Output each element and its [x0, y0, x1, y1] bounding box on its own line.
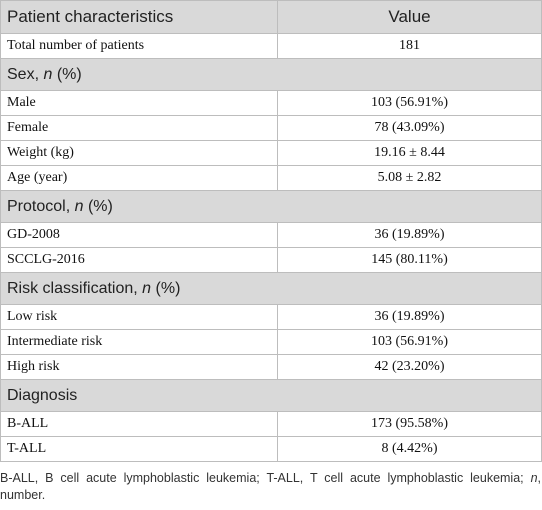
data-row: High risk 42 (23.20%): [0, 354, 542, 380]
value-cell: 36 (19.89%): [277, 222, 542, 248]
label-cell: Intermediate risk: [0, 329, 278, 355]
header-cell: Patient characteristics: [0, 0, 278, 34]
italic-text: n: [43, 65, 53, 83]
section-cell: Risk classification, n (%): [0, 272, 542, 305]
label-cell: Age (year): [0, 165, 278, 191]
data-row: Age (year) 5.08 ± 2.82: [0, 165, 542, 191]
label-cell: Low risk: [0, 304, 278, 330]
value-cell: 103 (56.91%): [277, 90, 542, 116]
italic-text: n: [74, 197, 84, 215]
label-cell: Female: [0, 115, 278, 141]
text: (%): [52, 65, 82, 83]
section-row: Diagnosis: [0, 379, 542, 412]
value-cell: 8 (4.42%): [277, 436, 542, 462]
value-cell: 5.08 ± 2.82: [277, 165, 542, 191]
section-row: Risk classification, n (%): [0, 272, 542, 305]
value-cell: 173 (95.58%): [277, 411, 542, 437]
label-cell: Weight (kg): [0, 140, 278, 166]
label-cell: Male: [0, 90, 278, 116]
text: B-ALL, B cell acute lymphoblastic leukem…: [0, 471, 531, 485]
header-cell: Value: [277, 0, 542, 34]
value-cell: 181: [277, 33, 542, 59]
data-row: Male 103 (56.91%): [0, 90, 542, 116]
italic-text: n: [142, 279, 152, 297]
value-cell: 78 (43.09%): [277, 115, 542, 141]
label-cell: B-ALL: [0, 411, 278, 437]
data-row: Weight (kg) 19.16 ± 8.44: [0, 140, 542, 166]
text: Protocol,: [7, 197, 75, 215]
value-cell: 145 (80.11%): [277, 247, 542, 273]
text: Sex,: [7, 65, 44, 83]
text: Risk classification,: [7, 279, 143, 297]
label-cell: High risk: [0, 354, 278, 380]
table-head: Patient characteristics Value: [0, 0, 542, 34]
data-row: SCCLG-2016 145 (80.11%): [0, 247, 542, 273]
value-cell: 103 (56.91%): [277, 329, 542, 355]
section-row: Sex, n (%): [0, 58, 542, 91]
section-cell: Sex, n (%): [0, 58, 542, 91]
italic-text: n: [530, 471, 538, 485]
data-row: GD-2008 36 (19.89%): [0, 222, 542, 248]
data-row: T-ALL 8 (4.42%): [0, 436, 542, 462]
data-row: Low risk 36 (19.89%): [0, 304, 542, 330]
text: , number.: [0, 471, 541, 502]
section-cell: Diagnosis: [0, 379, 542, 412]
label-cell: T-ALL: [0, 436, 278, 462]
text: Diagnosis: [7, 386, 78, 404]
footnote: B-ALL, B cell acute lymphoblastic leukem…: [0, 470, 541, 504]
data-row: B-ALL 173 (95.58%): [0, 411, 542, 437]
text: (%): [83, 197, 113, 215]
characteristics-table: Patient characteristics Value Total numb…: [0, 0, 542, 462]
header-row: Patient characteristics Value: [0, 0, 542, 34]
label-cell: GD-2008: [0, 222, 278, 248]
text: (%): [151, 279, 181, 297]
value-cell: 19.16 ± 8.44: [277, 140, 542, 166]
data-row: Intermediate risk 103 (56.91%): [0, 329, 542, 355]
label-cell: SCCLG-2016: [0, 247, 278, 273]
value-cell: 36 (19.89%): [277, 304, 542, 330]
data-row: Female 78 (43.09%): [0, 115, 542, 141]
label-cell: Total number of patients: [0, 33, 278, 59]
data-row: Total number of patients 181: [0, 33, 542, 59]
section-cell: Protocol, n (%): [0, 190, 542, 223]
table-body: Total number of patients 181 Sex, n (%) Mal…: [0, 33, 542, 462]
section-row: Protocol, n (%): [0, 190, 542, 223]
value-cell: 42 (23.20%): [277, 354, 542, 380]
